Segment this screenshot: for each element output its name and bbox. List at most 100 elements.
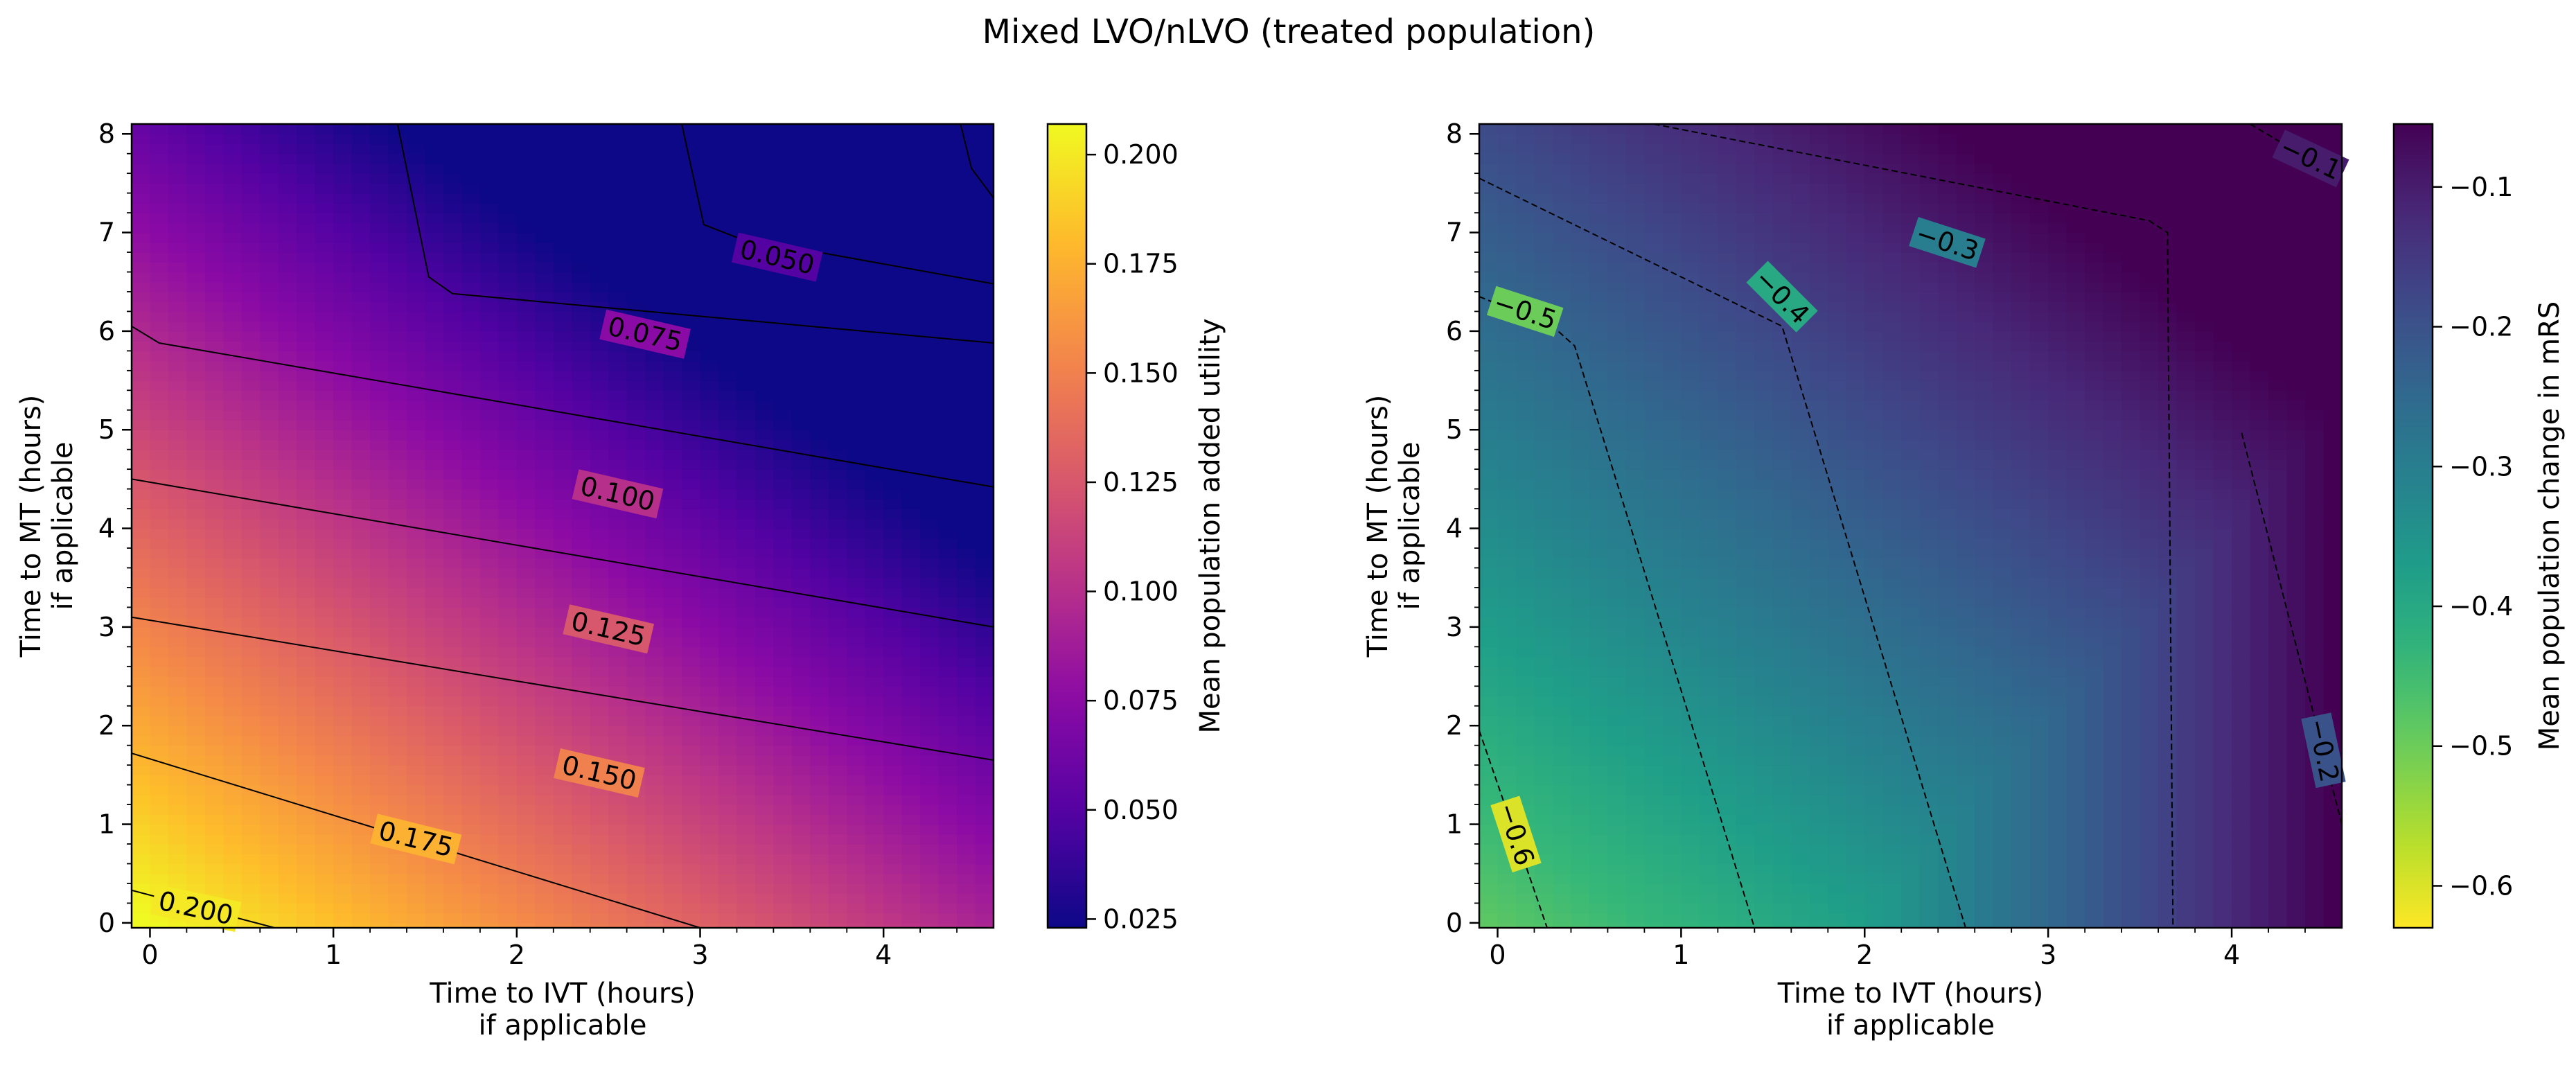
heatmap-cell [773,331,793,342]
heatmap-cell [1534,893,1553,904]
heatmap-cell [315,469,334,480]
heatmap-cell [370,607,389,618]
heatmap-cell [828,705,848,716]
heatmap-cell [938,459,958,470]
heatmap-cell [186,509,206,520]
heatmap-cell [700,331,719,342]
heatmap-cell [1607,873,1627,884]
heatmap-cell [663,794,682,805]
heatmap-cell [204,794,224,805]
heatmap-cell [260,686,279,697]
heatmap-cell [333,844,353,854]
heatmap-cell [132,646,151,658]
heatmap-cell [1497,518,1517,529]
heatmap-cell [241,400,261,411]
heatmap-cell [663,656,682,667]
heatmap-cell [1625,341,1646,352]
heatmap-cell [810,913,829,924]
heatmap-cell [791,775,811,786]
heatmap-cell [626,439,646,450]
heatmap-cell [1479,745,1499,756]
heatmap-cell [479,124,500,125]
heatmap-cell [168,686,188,697]
heatmap-cell [516,193,536,204]
heatmap-cell [443,755,463,766]
heatmap-cell [1607,588,1627,598]
heatmap-cell [315,844,334,854]
heatmap-cell [1553,420,1572,430]
heatmap-cell [132,745,151,756]
heatmap-cell [315,686,334,697]
heatmap-cell [150,745,169,756]
heatmap-cell [773,489,793,500]
heatmap-cell [663,824,682,835]
heatmap-cell [223,400,242,411]
heatmap-cell [700,922,719,928]
heatmap-cell [1479,893,1499,904]
heatmap-cell [204,173,224,184]
heatmap-cell [425,439,444,450]
heatmap-cell [260,420,279,430]
heatmap-cell [1571,646,1590,658]
heatmap-cell [479,903,500,914]
heatmap-cell [1644,242,1664,253]
heatmap-cell [1497,626,1517,637]
heatmap-cell [1662,509,1682,520]
heatmap-cell [572,893,591,904]
heatmap-cell [388,705,407,716]
heatmap-cell [865,913,884,924]
colorbar-tick-label: 0.150 [1103,358,1179,388]
heatmap-cell [791,824,811,835]
heatmap-cell [608,449,628,460]
heatmap-cell [572,705,591,716]
heatmap-cell [828,686,848,697]
heatmap-cell [333,143,353,155]
heatmap-cell [957,134,976,145]
heatmap-cell [883,292,903,302]
heatmap-cell [1516,430,1535,441]
heatmap-cell [883,755,903,766]
heatmap-cell [608,725,628,737]
heatmap-cell [388,301,407,313]
heatmap-cell [1553,883,1572,894]
heatmap-cell [1589,360,1609,371]
heatmap-cell [810,498,829,509]
heatmap-cell [1516,558,1535,569]
heatmap-cell [901,370,921,381]
heatmap-cell [1662,420,1682,430]
heatmap-cell [1516,597,1535,608]
heatmap-cell [608,232,628,243]
heatmap-cell [150,360,169,371]
heatmap-cell [260,873,279,884]
heatmap-cell [847,804,866,816]
heatmap-cell [1516,646,1535,658]
heatmap-cell [901,183,921,194]
heatmap-cell [351,262,371,273]
heatmap-cell [168,725,188,737]
heatmap-cell [791,153,811,164]
heatmap-cell [608,430,628,441]
heatmap-cell [773,607,793,618]
heatmap-cell [791,341,811,352]
heatmap-cell [351,400,371,411]
heatmap-cell [1625,370,1646,381]
heatmap-cell [370,390,389,401]
heatmap-cell [407,153,426,164]
heatmap-cell [498,686,518,697]
heatmap-cell [297,814,316,825]
heatmap-cell [168,775,188,786]
heatmap-cell [1662,863,1682,874]
heatmap-cell [498,794,518,805]
heatmap-cell [682,272,701,283]
heatmap-cell [736,518,756,529]
heatmap-cell [994,627,1012,637]
heatmap-cell [407,202,426,213]
heatmap-cell [388,735,407,746]
heatmap-cell [1534,804,1553,816]
heatmap-cell [1534,262,1553,273]
heatmap-cell [498,716,518,726]
heatmap-cell [333,666,353,677]
heatmap-cell [994,371,1012,381]
heatmap-cell [920,922,939,928]
heatmap-cell [204,637,224,648]
